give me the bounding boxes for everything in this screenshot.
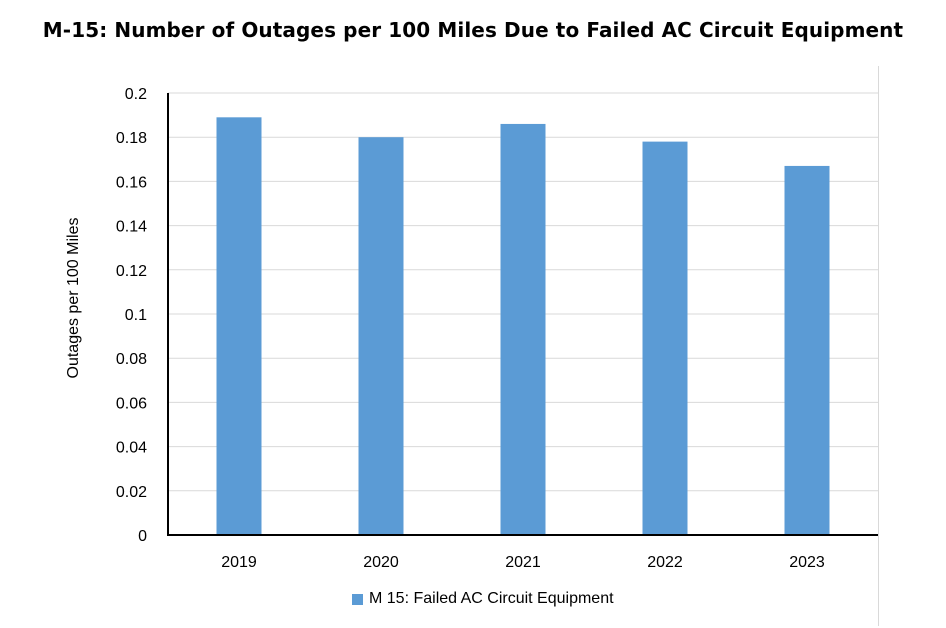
chart-frame-edge: [878, 66, 879, 626]
bar-2021: [500, 123, 546, 535]
bar-2023: [784, 165, 830, 535]
bar-2022: [642, 141, 688, 535]
legend-swatch: [352, 593, 363, 605]
y-tick-label: 0.12: [116, 263, 147, 280]
chart-title: M-15: Number of Outages per 100 Miles Du…: [42, 18, 904, 42]
y-tick-label: 0.18: [116, 130, 147, 147]
axes: [167, 93, 878, 536]
y-tick-label: 0: [138, 528, 147, 545]
y-tick-labels: 0 0.02 0.04 0.06 0.08 0.1 0.12 0.14 0.16 0.18 0.2: [116, 86, 147, 545]
y-tick-label: 0.02: [116, 484, 147, 501]
x-tick-label: 2020: [363, 554, 399, 571]
x-tick-label: 2022: [647, 554, 683, 571]
y-tick-label: 0.2: [125, 86, 147, 103]
y-tick-label: 0.04: [116, 440, 147, 457]
legend-label: M 15: Failed AC Circuit Equipment: [369, 590, 614, 607]
x-tick-label: 2023: [789, 554, 825, 571]
bars: [216, 117, 830, 535]
legend: M 15: Failed AC Circuit Equipment: [352, 590, 614, 608]
y-tick-label: 0.16: [116, 174, 147, 191]
bar-2019: [216, 117, 262, 535]
x-tick-label: 2021: [505, 554, 541, 571]
bar-2020: [358, 137, 404, 535]
y-tick-label: 0.08: [116, 351, 147, 368]
x-tick-labels: 2019 2020 2021 2022 2023: [221, 554, 825, 571]
y-tick-label: 0.1: [125, 307, 147, 324]
x-tick-label: 2019: [221, 554, 257, 571]
y-tick-label: 0.06: [116, 395, 147, 412]
y-tick-label: 0.14: [116, 219, 147, 236]
